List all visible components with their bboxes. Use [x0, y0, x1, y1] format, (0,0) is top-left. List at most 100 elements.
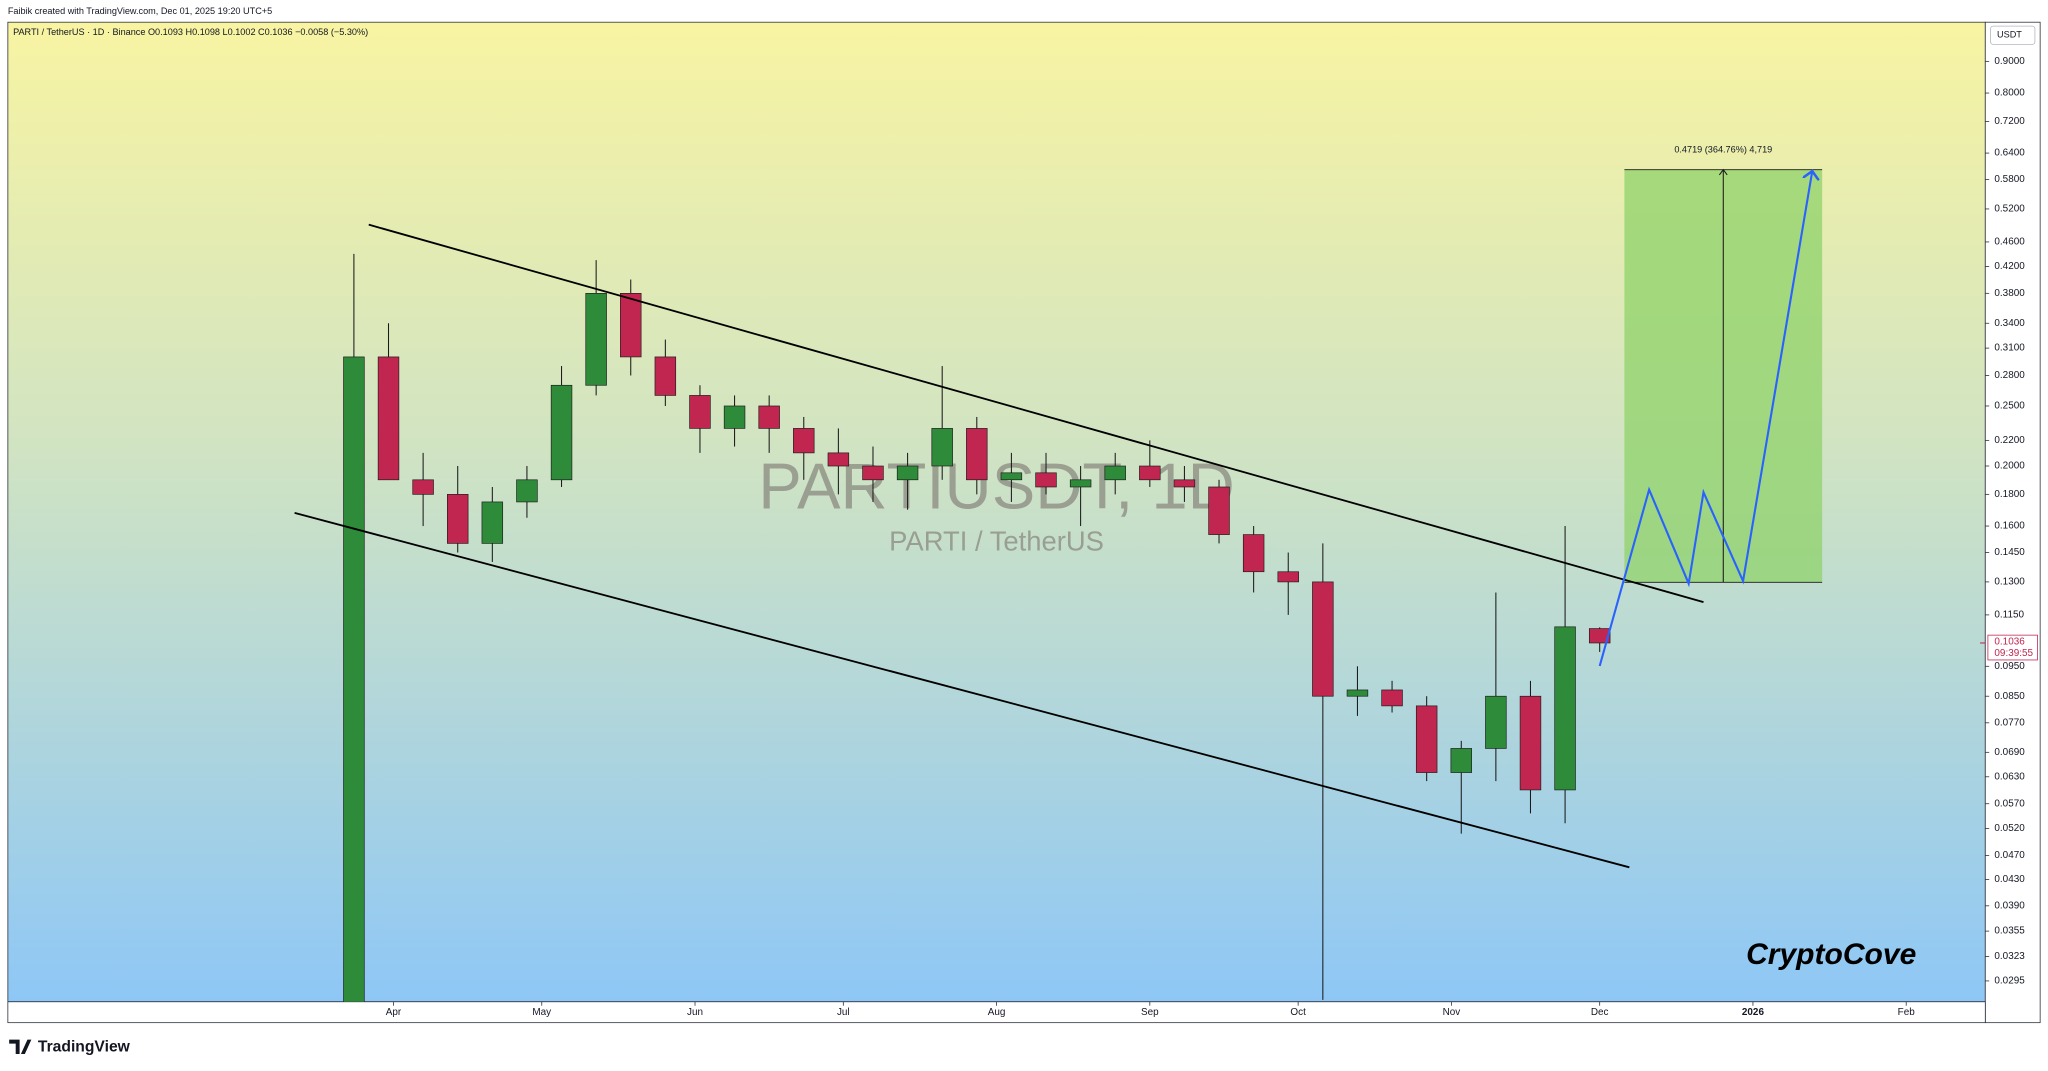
candle-body	[1519, 695, 1542, 791]
candle-body	[1346, 689, 1369, 697]
y-tick-label: 0.4200	[1994, 261, 2025, 272]
axes-layer: 0.9000 0.8000 0.7200 0.6400 0.5800 0.5200 0.46…	[386, 56, 2038, 1018]
x-tick-label: Oct	[1290, 1007, 1306, 1018]
y-tick-label: 0.1600	[1994, 521, 2025, 532]
y-tick-label: 0.7200	[1994, 116, 2025, 127]
y-tick-label: 0.1800	[1994, 489, 2025, 500]
y-tick-label: 0.0430	[1994, 874, 2025, 885]
candle-body	[827, 452, 850, 467]
x-tick-label: Apr	[386, 1007, 402, 1018]
trendline	[294, 512, 1630, 869]
measure-arrowhead	[1718, 168, 1728, 176]
y-tick-label: 0.0570	[1994, 798, 2025, 809]
last-price-label: 0.1036	[1994, 636, 2025, 647]
y-tick-label: 0.0850	[1994, 691, 2025, 702]
y-tick-label: 0.0355	[1994, 926, 2025, 937]
candle-body	[585, 293, 607, 386]
projection-path	[1598, 171, 1813, 667]
candle-body	[723, 405, 746, 429]
x-tick-label: May	[532, 1007, 551, 1018]
plot-layer: 0.4719 (364.76%) 4,719	[294, 145, 1823, 1002]
candle-body	[1035, 472, 1057, 488]
candle-body	[1485, 695, 1507, 749]
y-tick-label: 0.2500	[1994, 401, 2025, 412]
y-tick-label: 0.0520	[1994, 823, 2025, 834]
y-tick-label: 0.5200	[1994, 204, 2025, 215]
y-tick-label: 0.0690	[1994, 747, 2025, 758]
y-tick-label: 0.1150	[1994, 610, 2024, 621]
candle-body	[447, 494, 469, 544]
candle-body	[1139, 465, 1161, 481]
candle-body	[793, 428, 815, 454]
countdown-label: 09:39:55	[1994, 648, 2033, 659]
logo-text: TradingView	[38, 1039, 131, 1056]
candle-body	[1450, 748, 1472, 773]
x-tick-label: Sep	[1141, 1007, 1159, 1018]
y-tick-label: 0.0470	[1994, 850, 2025, 861]
x-tick-label: Jul	[837, 1007, 850, 1018]
x-tick-label: Jun	[687, 1007, 703, 1018]
candle-body	[620, 293, 642, 358]
x-tick-label: Nov	[1443, 1007, 1461, 1018]
currency-label: USDT	[1997, 30, 2022, 40]
y-tick-label: 0.0295	[1994, 976, 2025, 987]
logo-icon	[9, 1039, 32, 1055]
y-tick-label: 0.5800	[1994, 174, 2025, 185]
y-tick-label: 0.2200	[1994, 435, 2025, 446]
currency-box[interactable]	[1990, 25, 2036, 45]
y-tick-label: 0.3800	[1994, 288, 2025, 299]
candle-body	[1554, 626, 1576, 791]
y-tick-label: 0.0323	[1994, 951, 2025, 962]
candle-body	[516, 479, 538, 503]
candle-body	[412, 479, 434, 495]
symbol-legend: PARTI / TetherUS · 1D · Binance O0.1093 …	[13, 27, 368, 37]
y-tick-label: 0.2000	[1994, 461, 2025, 472]
y-tick-label: 0.3100	[1994, 343, 2025, 354]
candle-body	[966, 428, 988, 481]
candle-body	[550, 384, 573, 481]
y-tick-label: 0.6400	[1994, 148, 2025, 159]
candle-body	[1208, 486, 1230, 535]
candle-body	[1277, 571, 1299, 583]
watermark-subtitle: PARTI / TetherUS	[889, 526, 1104, 557]
x-tick-label: Feb	[1898, 1007, 1916, 1018]
candle-body	[1173, 479, 1196, 488]
y-tick-label: 0.0950	[1994, 661, 2025, 672]
y-tick-label: 0.9000	[1994, 56, 2025, 67]
header-text: Faibik created with TradingView.com, Dec…	[8, 6, 272, 16]
candle-body	[343, 356, 365, 1002]
signature: CryptoCove	[1746, 938, 1916, 971]
measure-label: 0.4719 (364.76%) 4,719	[1674, 145, 1772, 155]
x-tick-label: 2026	[1742, 1007, 1765, 1018]
candle-body	[1381, 689, 1403, 707]
y-tick-label: 0.8000	[1994, 88, 2025, 99]
candle-body	[931, 428, 953, 467]
candle-body	[481, 501, 504, 544]
y-tick-label: 0.1450	[1994, 547, 2025, 558]
candle-body	[1000, 472, 1023, 481]
y-tick-label: 0.0770	[1994, 717, 2025, 728]
candle-body	[1415, 705, 1438, 773]
trendline	[368, 223, 1704, 603]
last-price-box	[1987, 634, 2038, 661]
candle-body	[654, 356, 677, 396]
y-tick-label: 0.2800	[1994, 370, 2025, 381]
candle-body	[896, 465, 919, 481]
y-tick-label: 0.4600	[1994, 237, 2025, 248]
candle-body	[1312, 581, 1334, 697]
candle-body	[758, 405, 780, 429]
candle-body	[689, 395, 711, 429]
tradingview-logo: TradingView	[9, 1039, 131, 1056]
candle-body	[862, 465, 884, 481]
price-axis	[1984, 21, 2041, 1024]
candle-body	[1588, 628, 1611, 644]
y-tick-label: 0.3400	[1994, 318, 2025, 329]
candle-body	[377, 356, 400, 481]
candle-body	[1069, 479, 1092, 488]
y-tick-label: 0.0630	[1994, 771, 2025, 782]
candle-body	[1104, 465, 1126, 481]
y-tick-label: 0.1300	[1994, 577, 2025, 588]
y-tick-label: 0.0390	[1994, 900, 2025, 911]
x-tick-label: Aug	[988, 1007, 1006, 1018]
